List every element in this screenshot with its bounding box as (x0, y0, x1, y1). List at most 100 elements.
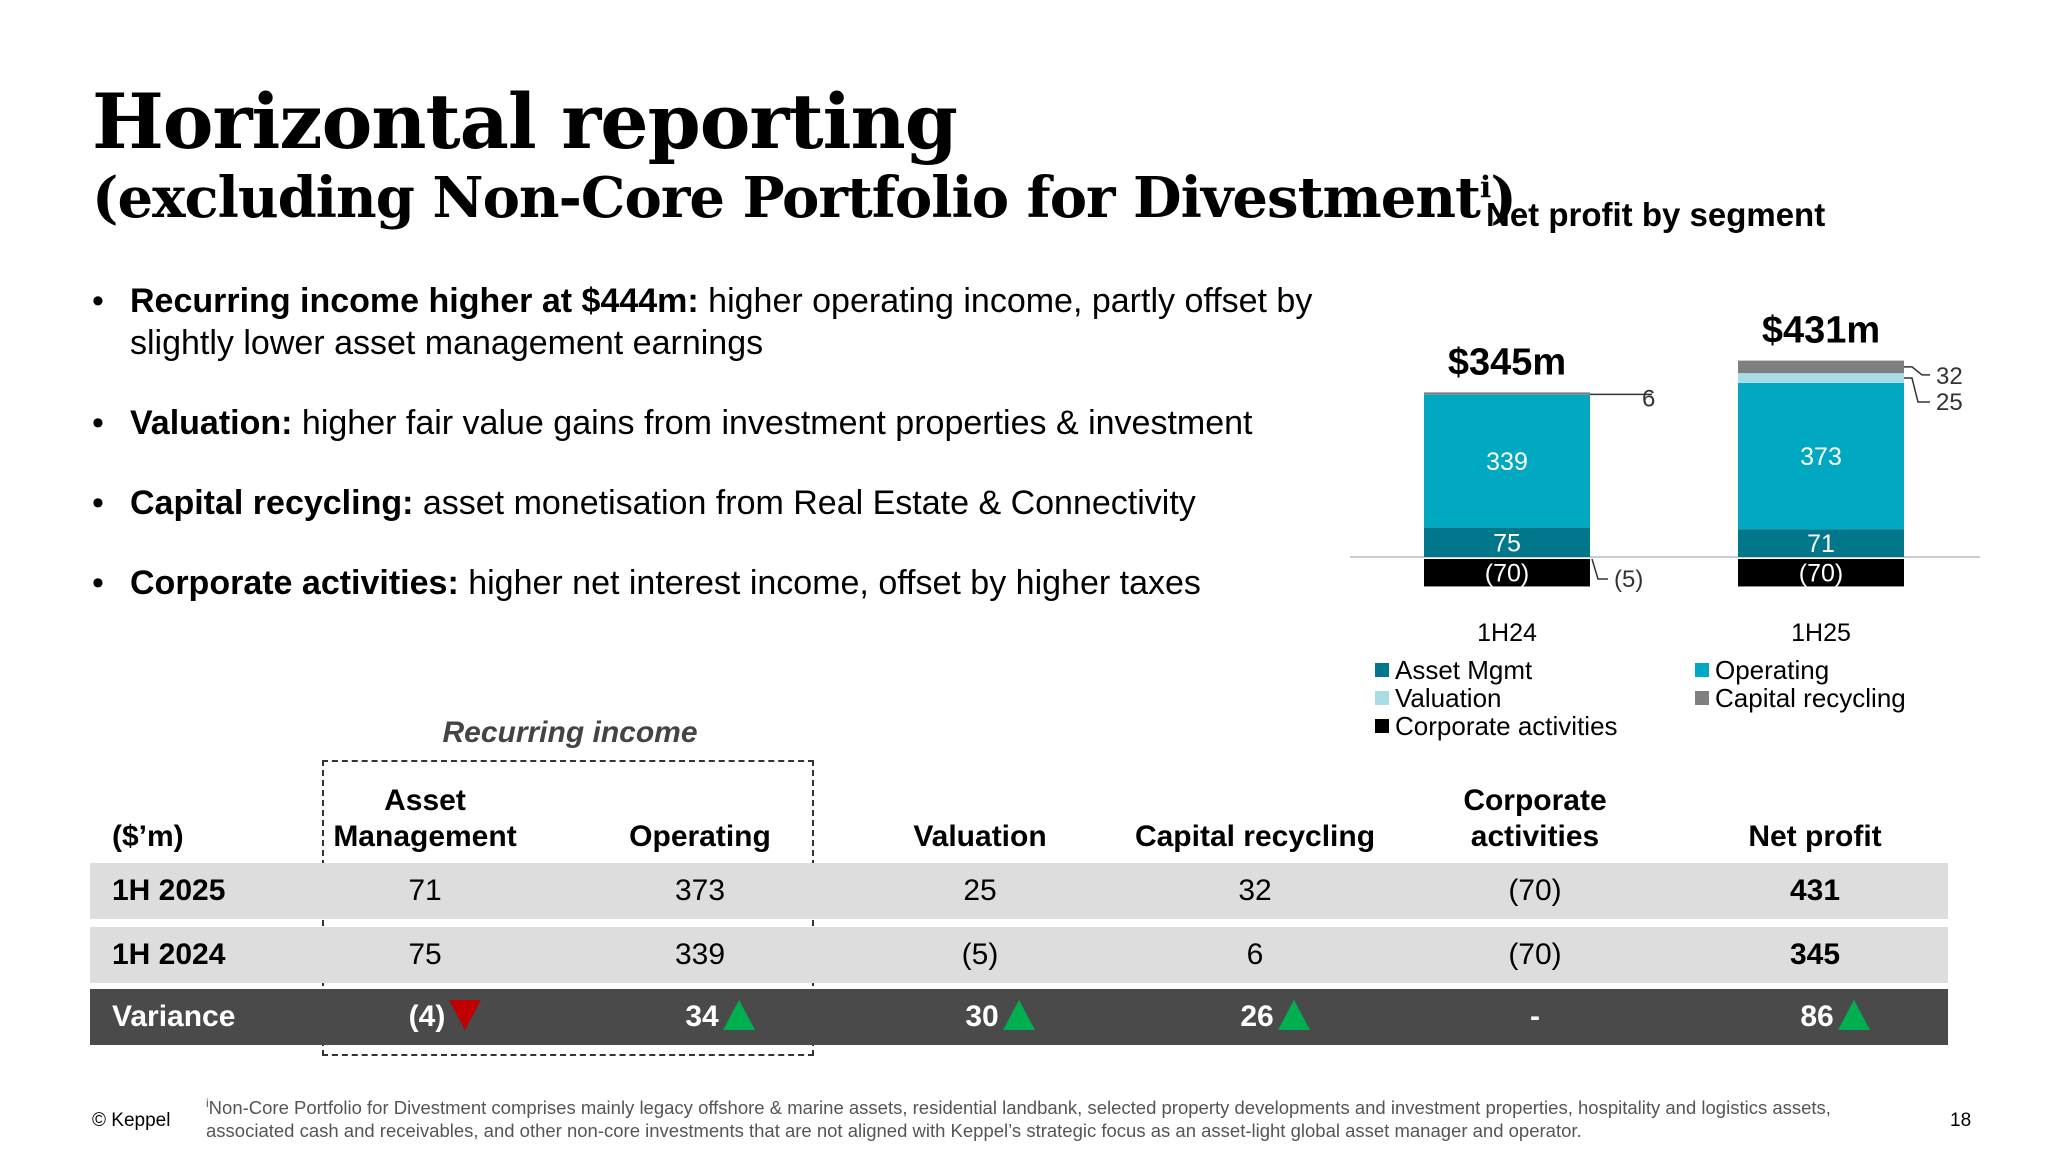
bullet-corporate-activities: Corporate activities: higher net interes… (92, 562, 1352, 604)
table-row: 1H 2024 75 339 (5) 6 (70) 345 (90, 927, 1948, 983)
legend-swatch (1695, 663, 1709, 678)
legend-operating: Operating (1695, 656, 1829, 684)
cell-asset: 71 (408, 874, 442, 907)
category-label: 1H24 (1477, 619, 1537, 647)
increase-arrow-icon (1277, 1000, 1310, 1031)
results-table: ($’m) Asset Management Operating Valuatio… (90, 775, 1948, 1045)
bar-total-label: $345m (1448, 341, 1566, 383)
header-line: activities (1470, 820, 1600, 853)
header-line: Corporate (1463, 784, 1607, 817)
variance-value: 30 (965, 1000, 999, 1033)
footnote-text: Non-Core Portfolio for Divestment compri… (206, 1097, 1831, 1142)
header-unit: ($’m) (112, 820, 184, 853)
cell-capital: 6 (1246, 938, 1264, 971)
subtitle-text: (excluding Non-Core Portfolio for Divest… (92, 165, 1481, 231)
bar-segment-asset-mgmt (1424, 527, 1590, 557)
cell-corporate: (70) (1508, 938, 1562, 971)
variance-value: 26 (1240, 1000, 1274, 1033)
header-operating: Operating (629, 820, 771, 853)
increase-arrow-icon (1002, 1000, 1035, 1031)
cell-net: 86 (1725, 989, 1945, 1045)
header-line: Asset (384, 784, 466, 817)
bullet-capital-recycling: Capital recycling: asset monetisation fr… (92, 482, 1352, 524)
callout-line (1904, 366, 1930, 376)
legend-swatch (1375, 719, 1389, 734)
increase-arrow-icon (1837, 1000, 1870, 1031)
variance-value: 34 (685, 1000, 719, 1033)
bullet-text: higher fair value gains from investment … (292, 404, 1253, 442)
bullet-bold: Valuation: (130, 404, 293, 442)
bar-label: 71 (1807, 530, 1835, 558)
bar-label: (70) (1485, 560, 1529, 588)
header-line: Management (333, 820, 517, 853)
header-valuation: Valuation (913, 820, 1047, 853)
legend-swatch (1375, 691, 1389, 706)
row-label: 1H 2025 (112, 874, 226, 907)
header-capital-recycling: Capital recycling (1134, 820, 1376, 853)
cell-asset: (4) (325, 989, 565, 1045)
header-asset-management: Asset Management (325, 783, 525, 855)
bar-segment-operating (1424, 394, 1590, 528)
cell-valuation: 30 (890, 989, 1110, 1045)
legend-label: Asset Mgmt (1395, 655, 1533, 685)
bar-label: 373 (1800, 443, 1842, 471)
bar-segment-corporate-activities (1424, 559, 1590, 587)
bar-segment-corporate-activities (1738, 559, 1904, 587)
table-header: ($’m) Asset Management Operating Valuatio… (90, 775, 1948, 855)
bullet-bold: Recurring income higher at $444m: (130, 282, 699, 320)
page-title: Horizontal reporting (92, 77, 958, 166)
decrease-arrow-icon (449, 1000, 482, 1031)
legend-swatch (1695, 691, 1709, 706)
category-label: 1H25 (1791, 619, 1851, 647)
callout-line (1591, 558, 1608, 580)
cell-corporate: (70) (1508, 874, 1562, 907)
bullet-text: higher net interest income, offset by hi… (458, 564, 1201, 602)
legend-label: Corporate activities (1395, 711, 1618, 741)
legend-asset-mgmt: Asset Mgmt (1375, 656, 1532, 684)
footnote: iNon-Core Portfolio for Divestment compr… (206, 1092, 1856, 1142)
cell-net: 345 (1789, 938, 1841, 971)
recurring-income-label: Recurring income (442, 716, 698, 749)
bar-segment-capital-recycling (1424, 392, 1590, 395)
bar-label: 75 (1493, 529, 1521, 557)
bar-segment-capital-recycling (1738, 360, 1904, 374)
cell-asset: 75 (408, 938, 442, 971)
cell-operating: 339 (674, 938, 726, 971)
callout-label: 32 (1936, 363, 1963, 390)
variance-value: 86 (1800, 1000, 1834, 1033)
bullet-bold: Corporate activities: (130, 564, 459, 602)
row-label: Variance (112, 1000, 236, 1033)
bar-label: 339 (1486, 448, 1528, 476)
cell-corporate: - (1530, 1000, 1540, 1033)
cell-net: 431 (1789, 874, 1841, 907)
chart-title: Net profit by segment (1486, 196, 1826, 233)
copyright: © Keppel (92, 1110, 171, 1131)
callout-label: 6 (1642, 385, 1655, 412)
legend-label: Valuation (1395, 683, 1502, 713)
cell-valuation: 25 (963, 874, 997, 907)
legend-label: Operating (1715, 655, 1830, 685)
subtitle-footnote-marker: i (1479, 170, 1491, 206)
variance-row: Variance (4) 34 30 26 - 86 (90, 989, 1948, 1045)
legend-capital: Capital recycling (1695, 684, 1906, 712)
bar-segment-asset-mgmt (1738, 529, 1904, 557)
page-number: 18 (1950, 1110, 1972, 1131)
legend-corporate: Corporate activities (1375, 712, 1618, 740)
summary-bullets: Recurring income higher at $444m: higher… (92, 280, 1352, 604)
legend-swatch (1375, 663, 1389, 678)
table-row: 1H 2025 71 373 25 32 (70) 431 (90, 863, 1948, 919)
increase-arrow-icon (722, 1000, 755, 1031)
cell-capital: 26 (1165, 989, 1385, 1045)
callout-label: (5) (1614, 566, 1643, 593)
bullet-text: asset monetisation from Real Estate & Co… (413, 484, 1196, 522)
legend-valuation: Valuation (1375, 684, 1502, 712)
bullet-bold: Capital recycling: (130, 484, 414, 522)
bullet-text: higher operating income, partly offset b… (130, 282, 1313, 362)
bar-segment-operating (1738, 382, 1904, 530)
bullet-valuation: Valuation: higher fair value gains from … (92, 402, 1352, 444)
bar-label: (70) (1799, 560, 1843, 588)
cell-operating: 373 (674, 874, 726, 907)
bar-total-label: $431m (1762, 310, 1880, 352)
callout-label: 25 (1936, 389, 1963, 416)
